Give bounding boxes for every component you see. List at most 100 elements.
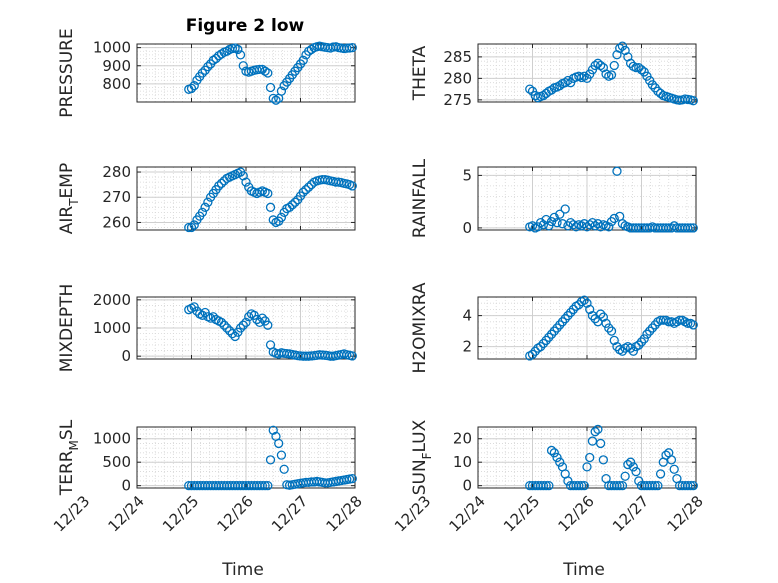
- data-point: [615, 43, 625, 53]
- data-point: [268, 215, 278, 225]
- data-point: [669, 221, 679, 231]
- data-point: [203, 197, 213, 207]
- data-point: [263, 188, 273, 199]
- data-point: [544, 481, 554, 491]
- data-point: [279, 464, 289, 474]
- y-axis-label-main: TERR: [57, 450, 77, 496]
- data-point: [590, 60, 600, 71]
- data-point: [579, 71, 589, 81]
- y-tick-label: 1000: [93, 430, 131, 448]
- x-tick-label: 12/24: [446, 492, 489, 535]
- data-point: [585, 452, 595, 463]
- data-point: [645, 326, 655, 336]
- data-point: [604, 222, 614, 232]
- subplot-terrmsl: 0 500 1000 12/23 12/24 12/25 12/26 12/27 12/28 Ti…: [50, 419, 366, 580]
- y-axis-label: PRESSURE: [57, 28, 77, 117]
- data-point: [606, 70, 617, 80]
- data-point: [688, 481, 698, 491]
- data-point: [655, 88, 666, 99]
- y-axis-label-sub: T: [67, 198, 81, 207]
- data-point: [625, 457, 636, 467]
- x-tick-label: 12/28: [664, 492, 707, 535]
- y-axis-label-main: RAINFALL: [410, 158, 430, 238]
- data-point: [238, 320, 248, 330]
- data-point: [552, 452, 562, 463]
- data-point: [653, 481, 663, 491]
- data-point: [263, 320, 273, 330]
- subplot-rainfall: 0 5 RAINFALL: [410, 158, 698, 238]
- data-point: [222, 323, 232, 333]
- data-point: [214, 181, 224, 191]
- data-point: [347, 473, 357, 484]
- data-point: [555, 457, 565, 467]
- data-point: [623, 459, 633, 470]
- data-point: [563, 476, 573, 486]
- data-point: [688, 223, 698, 233]
- data-point: [552, 217, 562, 228]
- data-point: [271, 95, 281, 105]
- data-point: [301, 185, 311, 195]
- data-point: [675, 315, 685, 325]
- data-point: [216, 178, 227, 189]
- x-tick-label: 12/27: [609, 492, 652, 535]
- data-point: [615, 481, 625, 491]
- data-point: [563, 310, 573, 321]
- data-point: [527, 221, 538, 231]
- data-point: [216, 317, 227, 328]
- data-point: [557, 317, 568, 327]
- y-tick-label: 500: [102, 453, 131, 471]
- data-point: [227, 328, 238, 339]
- y-tick-label: 900: [102, 57, 131, 75]
- data-point: [284, 202, 295, 212]
- data-point: [298, 187, 308, 197]
- y-axis-label: MIXDEPTH: [57, 284, 77, 373]
- y-axis-label-sub: F: [420, 452, 434, 459]
- data-point: [546, 85, 557, 95]
- data-point: [620, 471, 630, 481]
- data-point: [265, 82, 276, 93]
- subplot-mixdepth: 0 1000 2000 MIXDEPTH: [57, 284, 357, 373]
- data-point: [211, 53, 221, 64]
- y-axis-label: TERRMSL: [57, 419, 81, 496]
- data-point: [587, 217, 598, 228]
- data-point: [642, 329, 652, 339]
- data-point: [688, 320, 698, 330]
- data-point: [595, 309, 606, 319]
- data-point: [634, 340, 644, 350]
- data-point: [683, 223, 693, 233]
- data-point: [197, 207, 208, 218]
- data-point: [661, 223, 671, 233]
- data-point: [197, 68, 208, 78]
- data-point: [276, 450, 287, 460]
- data-point: [203, 62, 213, 72]
- x-tick-label: 12/27: [268, 492, 311, 535]
- subplot-h2omixra: 2 4 H2OMIXRA: [410, 282, 698, 374]
- data-point: [189, 220, 199, 230]
- data-point: [582, 462, 592, 472]
- data-point: [184, 222, 194, 233]
- data-point: [563, 75, 573, 86]
- data-point: [527, 349, 538, 360]
- subplot-airtemp: 260 270 280 AIRTEMP: [57, 163, 357, 234]
- data-point: [587, 436, 598, 446]
- data-point: [574, 481, 584, 491]
- data-point: [666, 455, 677, 465]
- data-point: [538, 338, 549, 349]
- y-tick-label: 280: [443, 69, 472, 87]
- y-tick-label: 275: [443, 91, 472, 109]
- y-tick-label: 0: [462, 477, 472, 495]
- data-point: [549, 448, 559, 458]
- data-point: [186, 83, 197, 94]
- data-point: [685, 481, 696, 491]
- data-point: [276, 86, 287, 96]
- x-tick-label: 12/23: [391, 492, 434, 535]
- data-point: [287, 200, 297, 210]
- data-point: [241, 177, 251, 187]
- data-point: [257, 313, 268, 323]
- y-axis-label: SUNFLUX: [410, 419, 434, 495]
- data-point: [579, 295, 589, 305]
- data-point: [650, 320, 660, 330]
- data-point: [590, 427, 600, 437]
- y-tick-label: 2000: [93, 291, 131, 309]
